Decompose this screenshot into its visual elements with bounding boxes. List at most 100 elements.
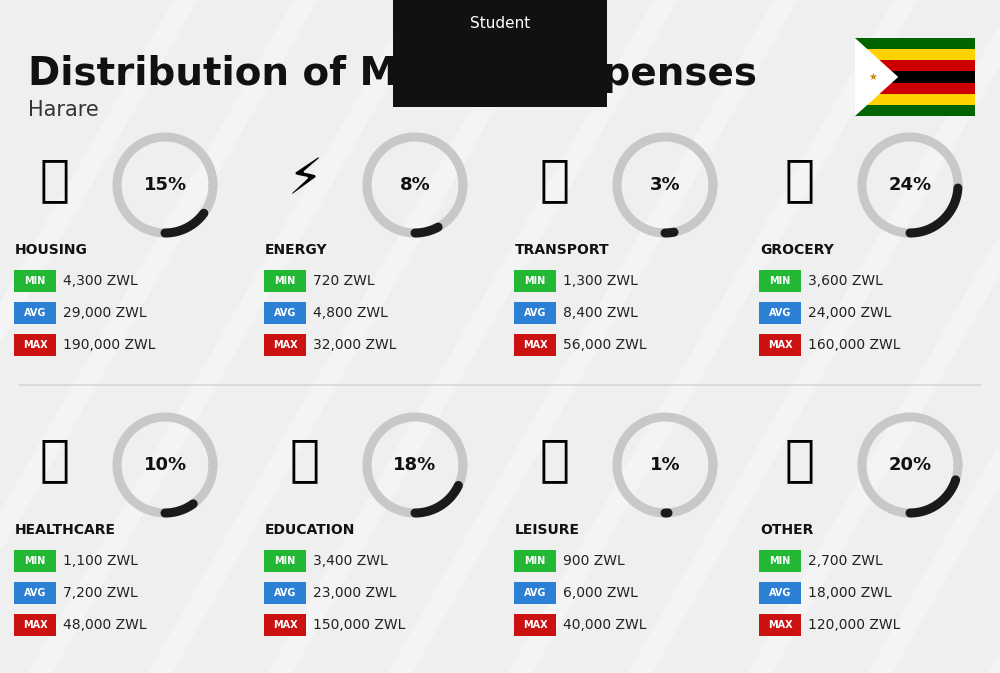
Text: AVG: AVG [274,308,296,318]
Text: MAX: MAX [523,620,547,630]
Text: MAX: MAX [273,340,297,350]
FancyBboxPatch shape [759,270,801,292]
Text: HOUSING: HOUSING [15,243,88,257]
Text: Distribution of Monthly Expenses: Distribution of Monthly Expenses [28,55,757,93]
FancyBboxPatch shape [264,302,306,324]
Text: 3,600 ZWL: 3,600 ZWL [808,274,883,288]
Text: TRANSPORT: TRANSPORT [515,243,610,257]
Text: 👜: 👜 [785,436,815,484]
FancyBboxPatch shape [855,105,975,116]
Text: 4,800 ZWL: 4,800 ZWL [313,306,388,320]
Text: 900 ZWL: 900 ZWL [563,554,625,568]
FancyBboxPatch shape [514,582,556,604]
Text: MAX: MAX [768,620,792,630]
FancyBboxPatch shape [514,270,556,292]
FancyBboxPatch shape [514,550,556,572]
Text: OTHER: OTHER [760,523,813,537]
Text: MAX: MAX [23,340,47,350]
Text: 29,000 ZWL: 29,000 ZWL [63,306,147,320]
Text: 2,700 ZWL: 2,700 ZWL [808,554,883,568]
Text: Harare: Harare [28,100,99,120]
Text: 1,300 ZWL: 1,300 ZWL [563,274,638,288]
FancyBboxPatch shape [759,334,801,356]
Text: 6,000 ZWL: 6,000 ZWL [563,586,638,600]
FancyBboxPatch shape [14,334,56,356]
FancyBboxPatch shape [855,71,975,83]
Text: 32,000 ZWL: 32,000 ZWL [313,338,396,352]
FancyBboxPatch shape [855,61,975,71]
FancyBboxPatch shape [264,582,306,604]
Polygon shape [855,38,898,116]
Text: 8%: 8% [400,176,430,194]
Text: MAX: MAX [23,620,47,630]
Text: MIN: MIN [524,556,546,566]
Text: GROCERY: GROCERY [760,243,834,257]
Text: 4,300 ZWL: 4,300 ZWL [63,274,138,288]
Text: 🏥: 🏥 [40,436,70,484]
Text: MAX: MAX [768,340,792,350]
Text: AVG: AVG [24,588,46,598]
FancyBboxPatch shape [264,270,306,292]
Text: 23,000 ZWL: 23,000 ZWL [313,586,396,600]
FancyBboxPatch shape [514,614,556,636]
Text: 56,000 ZWL: 56,000 ZWL [563,338,647,352]
FancyBboxPatch shape [514,302,556,324]
Text: AVG: AVG [24,308,46,318]
Text: 8,400 ZWL: 8,400 ZWL [563,306,638,320]
FancyBboxPatch shape [759,582,801,604]
FancyBboxPatch shape [14,270,56,292]
Text: ENERGY: ENERGY [265,243,328,257]
Text: ⚡: ⚡ [287,156,323,204]
Text: 3,400 ZWL: 3,400 ZWL [313,554,388,568]
FancyBboxPatch shape [14,614,56,636]
FancyBboxPatch shape [14,302,56,324]
FancyBboxPatch shape [14,582,56,604]
Text: MIN: MIN [24,276,46,286]
Text: MIN: MIN [769,556,791,566]
Text: 24%: 24% [888,176,932,194]
Text: 1,100 ZWL: 1,100 ZWL [63,554,138,568]
Text: LEISURE: LEISURE [515,523,580,537]
FancyBboxPatch shape [264,334,306,356]
Text: AVG: AVG [769,308,791,318]
Text: AVG: AVG [769,588,791,598]
Text: 🚌: 🚌 [540,156,570,204]
Text: MIN: MIN [274,276,296,286]
FancyBboxPatch shape [759,614,801,636]
FancyBboxPatch shape [514,334,556,356]
Text: 20%: 20% [888,456,932,474]
Text: 24,000 ZWL: 24,000 ZWL [808,306,892,320]
Text: MIN: MIN [769,276,791,286]
Text: 🏢: 🏢 [40,156,70,204]
FancyBboxPatch shape [759,550,801,572]
Text: 190,000 ZWL: 190,000 ZWL [63,338,156,352]
FancyBboxPatch shape [855,49,975,61]
Text: 🛒: 🛒 [785,156,815,204]
FancyBboxPatch shape [264,550,306,572]
Text: 150,000 ZWL: 150,000 ZWL [313,618,405,632]
Text: 7,200 ZWL: 7,200 ZWL [63,586,138,600]
Text: 40,000 ZWL: 40,000 ZWL [563,618,646,632]
Text: 10%: 10% [143,456,187,474]
Text: 160,000 ZWL: 160,000 ZWL [808,338,900,352]
FancyBboxPatch shape [855,94,975,105]
Text: 48,000 ZWL: 48,000 ZWL [63,618,147,632]
Text: 18,000 ZWL: 18,000 ZWL [808,586,892,600]
FancyBboxPatch shape [759,302,801,324]
Text: 720 ZWL: 720 ZWL [313,274,375,288]
Text: MAX: MAX [523,340,547,350]
Text: AVG: AVG [274,588,296,598]
Text: EDUCATION: EDUCATION [265,523,355,537]
FancyBboxPatch shape [14,550,56,572]
Text: 🎓: 🎓 [290,436,320,484]
Text: HEALTHCARE: HEALTHCARE [15,523,116,537]
Text: MIN: MIN [274,556,296,566]
Text: MIN: MIN [24,556,46,566]
Text: 🛍️: 🛍️ [540,436,570,484]
Text: AVG: AVG [524,308,546,318]
Text: Student: Student [470,16,530,31]
Text: MIN: MIN [524,276,546,286]
Text: ★: ★ [869,72,877,82]
Text: 120,000 ZWL: 120,000 ZWL [808,618,900,632]
FancyBboxPatch shape [855,83,975,94]
